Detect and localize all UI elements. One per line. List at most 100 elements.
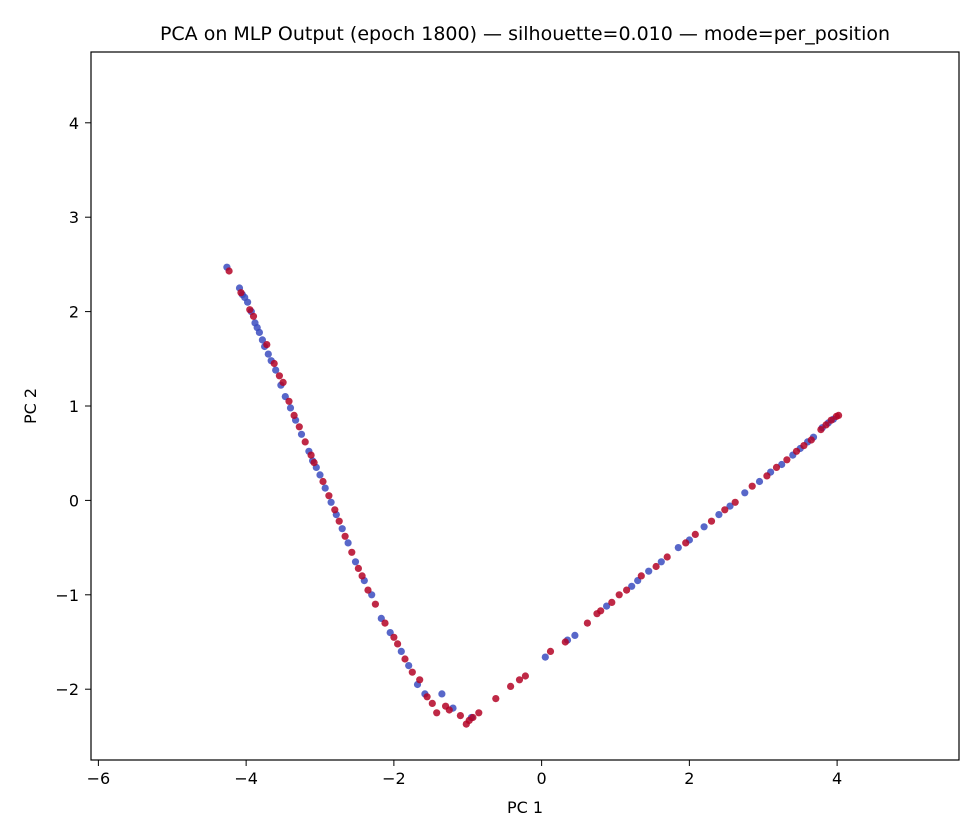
data-point bbox=[316, 471, 324, 479]
y-tick-label: 1 bbox=[69, 397, 79, 416]
data-point bbox=[715, 510, 723, 519]
data-point bbox=[325, 492, 333, 500]
x-tick-label: 0 bbox=[537, 769, 547, 788]
data-point bbox=[341, 532, 349, 540]
data-point bbox=[297, 430, 306, 438]
data-point bbox=[246, 306, 254, 314]
x-tick-label: −2 bbox=[382, 769, 406, 788]
data-point bbox=[344, 539, 352, 547]
data-point bbox=[682, 539, 690, 547]
data-point bbox=[338, 525, 346, 533]
data-point bbox=[358, 572, 366, 580]
x-axis-label: PC 1 bbox=[507, 798, 543, 817]
data-point bbox=[401, 655, 409, 663]
data-point bbox=[663, 553, 671, 561]
data-point bbox=[623, 586, 631, 594]
data-point bbox=[583, 619, 592, 627]
data-point bbox=[707, 517, 716, 525]
data-point bbox=[700, 523, 708, 531]
data-point bbox=[354, 564, 362, 573]
data-point bbox=[237, 289, 245, 297]
data-point bbox=[270, 359, 278, 368]
data-point bbox=[405, 662, 413, 670]
data-point bbox=[371, 600, 379, 608]
data-point bbox=[807, 436, 815, 444]
data-point bbox=[772, 463, 781, 471]
chart-title: PCA on MLP Output (epoch 1800) — silhoue… bbox=[160, 23, 890, 45]
scatter-points bbox=[223, 263, 843, 728]
data-point bbox=[652, 562, 660, 571]
x-tick-label: 4 bbox=[832, 769, 842, 788]
data-point bbox=[295, 423, 303, 431]
data-point bbox=[319, 477, 327, 486]
data-point bbox=[310, 459, 318, 467]
data-point bbox=[571, 631, 579, 640]
data-point bbox=[637, 572, 645, 580]
data-point bbox=[763, 472, 771, 480]
data-point bbox=[755, 477, 764, 486]
data-point bbox=[822, 421, 830, 429]
data-point bbox=[657, 558, 665, 566]
data-point bbox=[348, 548, 356, 556]
data-point bbox=[748, 482, 756, 490]
data-point bbox=[731, 498, 739, 506]
data-point bbox=[691, 530, 699, 539]
data-point bbox=[290, 411, 298, 419]
y-tick-label: 4 bbox=[69, 114, 79, 133]
y-axis-label: PC 2 bbox=[21, 388, 40, 424]
data-point bbox=[327, 498, 335, 506]
data-point bbox=[423, 693, 431, 701]
data-point bbox=[272, 366, 280, 374]
data-point bbox=[445, 706, 453, 714]
data-point bbox=[615, 591, 623, 599]
x-tick-label: 2 bbox=[684, 769, 694, 788]
data-point bbox=[255, 328, 263, 336]
data-point bbox=[792, 447, 801, 455]
data-point bbox=[783, 456, 791, 464]
data-point bbox=[416, 676, 424, 684]
y-axis-ticks: −2 −1 0 1 2 3 4 bbox=[55, 114, 91, 699]
data-point bbox=[275, 372, 283, 380]
y-tick-label: 3 bbox=[69, 208, 79, 227]
data-point bbox=[475, 709, 483, 717]
data-point bbox=[456, 712, 464, 720]
y-tick-label: −2 bbox=[55, 680, 79, 699]
y-tick-label: −1 bbox=[55, 586, 79, 605]
data-point bbox=[351, 558, 360, 566]
data-point bbox=[521, 672, 530, 680]
data-point bbox=[608, 598, 616, 607]
y-tick-label: 2 bbox=[69, 303, 79, 322]
data-point bbox=[390, 633, 398, 641]
data-point bbox=[381, 619, 389, 627]
data-point bbox=[603, 602, 611, 610]
data-point bbox=[726, 502, 734, 510]
data-point bbox=[628, 582, 636, 590]
data-point bbox=[721, 506, 729, 514]
data-point bbox=[286, 404, 295, 412]
data-point bbox=[244, 298, 252, 306]
data-point bbox=[321, 484, 329, 492]
data-point bbox=[225, 267, 233, 275]
data-point bbox=[335, 517, 343, 525]
data-point bbox=[817, 426, 825, 434]
data-point bbox=[263, 341, 271, 349]
data-point bbox=[827, 416, 835, 424]
data-point bbox=[597, 607, 605, 615]
data-point bbox=[800, 442, 808, 450]
data-point bbox=[264, 350, 272, 358]
x-axis-ticks: −6 −4 −2 0 2 4 bbox=[87, 760, 842, 788]
y-tick-label: 0 bbox=[69, 491, 79, 510]
data-point bbox=[394, 640, 402, 648]
data-point bbox=[515, 676, 524, 684]
data-point bbox=[645, 567, 653, 575]
data-point bbox=[438, 690, 446, 698]
data-point bbox=[561, 638, 569, 646]
data-point bbox=[285, 397, 293, 405]
data-point bbox=[307, 451, 315, 459]
data-point bbox=[331, 506, 339, 514]
data-point bbox=[546, 647, 555, 656]
data-point bbox=[741, 489, 749, 497]
data-point bbox=[258, 336, 266, 344]
data-point bbox=[397, 647, 405, 656]
